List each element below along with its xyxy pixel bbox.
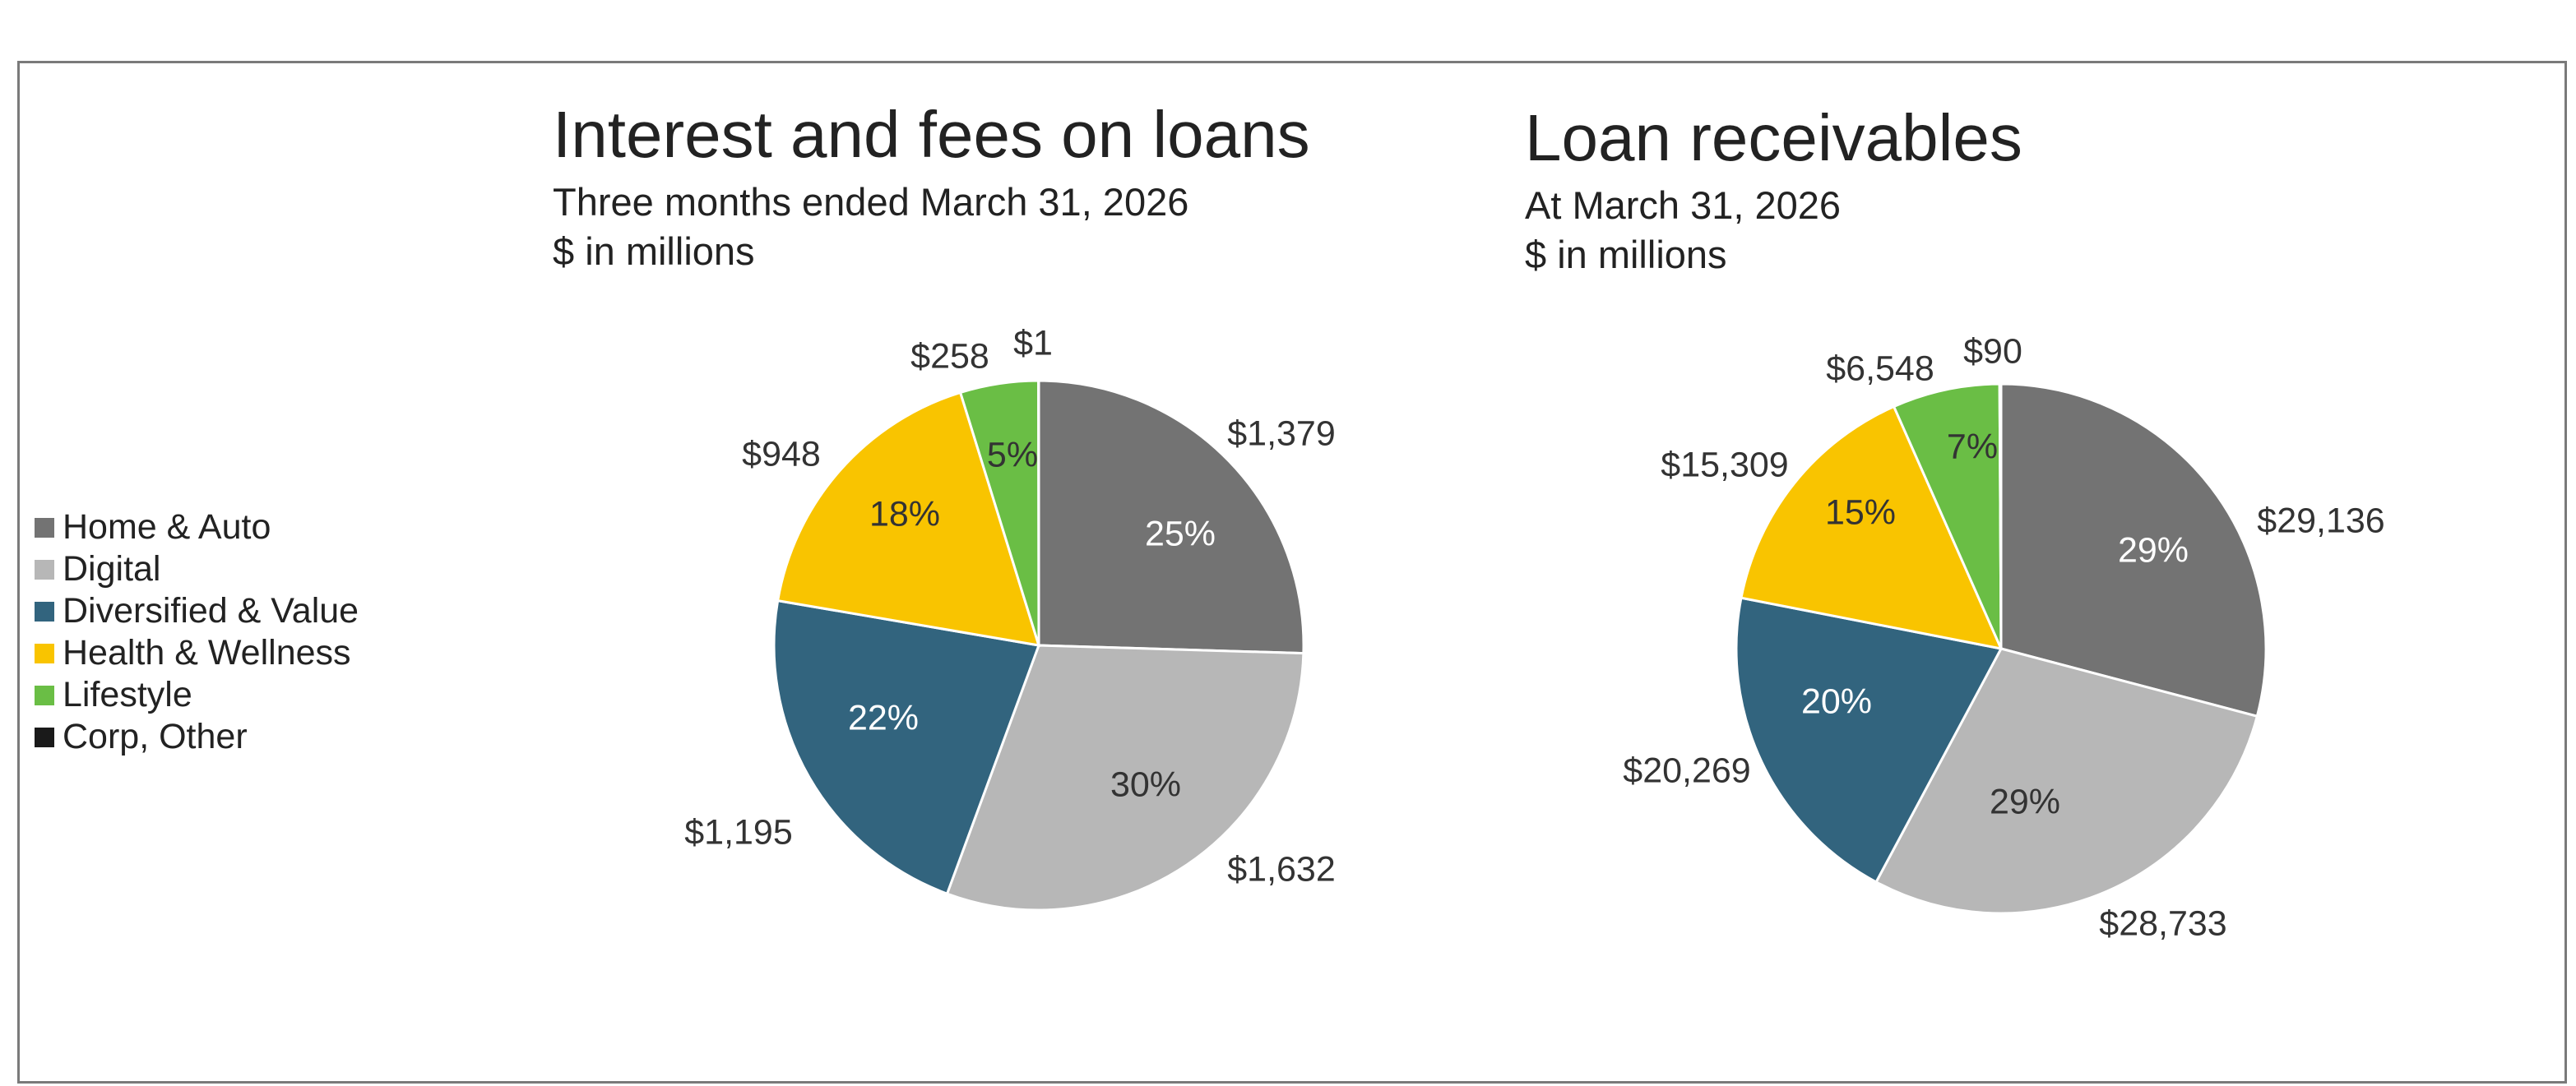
legend-label: Health & Wellness xyxy=(63,633,351,672)
legend-swatch xyxy=(35,601,54,622)
pie-slice-diversified-value xyxy=(772,598,1041,896)
percent-label-diversified-value: 22% xyxy=(848,698,919,737)
chart-frame xyxy=(17,61,2567,1084)
legend: Home & Auto Digital Diversified & Value … xyxy=(35,506,359,758)
value-label-corp-other: $1 xyxy=(1013,323,1053,363)
legend-item-corp-other: Corp, Other xyxy=(35,716,359,758)
legend-item-digital: Digital xyxy=(35,548,359,590)
percent-label-home-auto: 29% xyxy=(2118,530,2189,570)
percent-label-digital: 30% xyxy=(1110,765,1181,804)
chart2-title: Loan receivables xyxy=(1525,101,2022,174)
value-label-digital: $28,733 xyxy=(2099,903,2226,943)
legend-item-home-auto: Home & Auto xyxy=(35,506,359,548)
pie-slice-digital xyxy=(945,644,1305,912)
value-label-corp-other: $90 xyxy=(1963,331,2022,371)
value-label-lifestyle: $258 xyxy=(910,336,989,376)
value-label-digital: $1,632 xyxy=(1227,849,1336,889)
value-label-diversified-value: $20,269 xyxy=(1623,751,1750,790)
legend-swatch xyxy=(35,685,54,705)
chart2-subtitle-units: $ in millions xyxy=(1525,233,1727,276)
pie-slice-diversified-value xyxy=(1735,596,2004,884)
legend-label: Digital xyxy=(63,549,161,589)
percent-label-health-wellness: 18% xyxy=(869,494,940,534)
pie-chart-loan-receivables: $29,136 $28,733 $20,269 $15,309 $6,548 $90 29%… xyxy=(1623,331,2384,943)
pie-slice-health-wellness xyxy=(776,390,1041,647)
percent-label-digital: 29% xyxy=(1990,782,2060,821)
legend-swatch xyxy=(35,517,54,538)
value-label-home-auto: $29,136 xyxy=(2257,501,2384,540)
pie-slice-lifestyle xyxy=(1892,382,2003,649)
chart1-subtitle-period: Three months ended March 31, 2026 xyxy=(553,180,1189,224)
pie-slice-home-auto xyxy=(1037,379,1305,655)
legend-swatch xyxy=(35,727,54,747)
percent-label-lifestyle: 7% xyxy=(1947,427,1998,466)
pie-chart-interest-fees: $1,379 $1,632 $1,195 $948 $258 $1 25% 30% 22% 18%… xyxy=(684,323,1336,912)
legend-swatch xyxy=(35,559,54,580)
chart1-title: Interest and fees on loans xyxy=(553,98,1310,171)
legend-label: Lifestyle xyxy=(63,675,192,714)
chart2-subtitle-period: At March 31, 2026 xyxy=(1525,183,1842,227)
legend-item-lifestyle: Lifestyle xyxy=(35,674,359,716)
legend-swatch xyxy=(35,643,54,663)
value-label-health-wellness: $15,309 xyxy=(1661,445,1788,484)
value-label-health-wellness: $948 xyxy=(742,434,821,474)
legend-label: Diversified & Value xyxy=(63,591,359,631)
percent-label-home-auto: 25% xyxy=(1145,514,1216,553)
chart1-subtitle-units: $ in millions xyxy=(553,229,755,273)
legend-item-diversified-value: Diversified & Value xyxy=(35,590,359,632)
legend-item-health-wellness: Health & Wellness xyxy=(35,632,359,674)
pie-slice-health-wellness xyxy=(1740,404,2004,651)
percent-label-lifestyle: 5% xyxy=(987,435,1038,474)
value-label-diversified-value: $1,195 xyxy=(684,812,793,852)
value-label-home-auto: $1,379 xyxy=(1227,414,1336,453)
legend-label: Corp, Other xyxy=(63,717,248,756)
legend-label: Home & Auto xyxy=(63,507,271,547)
pie-slice-home-auto xyxy=(1999,382,2268,719)
percent-label-diversified-value: 20% xyxy=(1801,682,1872,721)
pie-slice-corp-other xyxy=(1998,382,2003,649)
percent-label-health-wellness: 15% xyxy=(1825,492,1896,532)
value-label-lifestyle: $6,548 xyxy=(1826,349,1934,388)
pie-slice-digital xyxy=(1874,647,2259,915)
